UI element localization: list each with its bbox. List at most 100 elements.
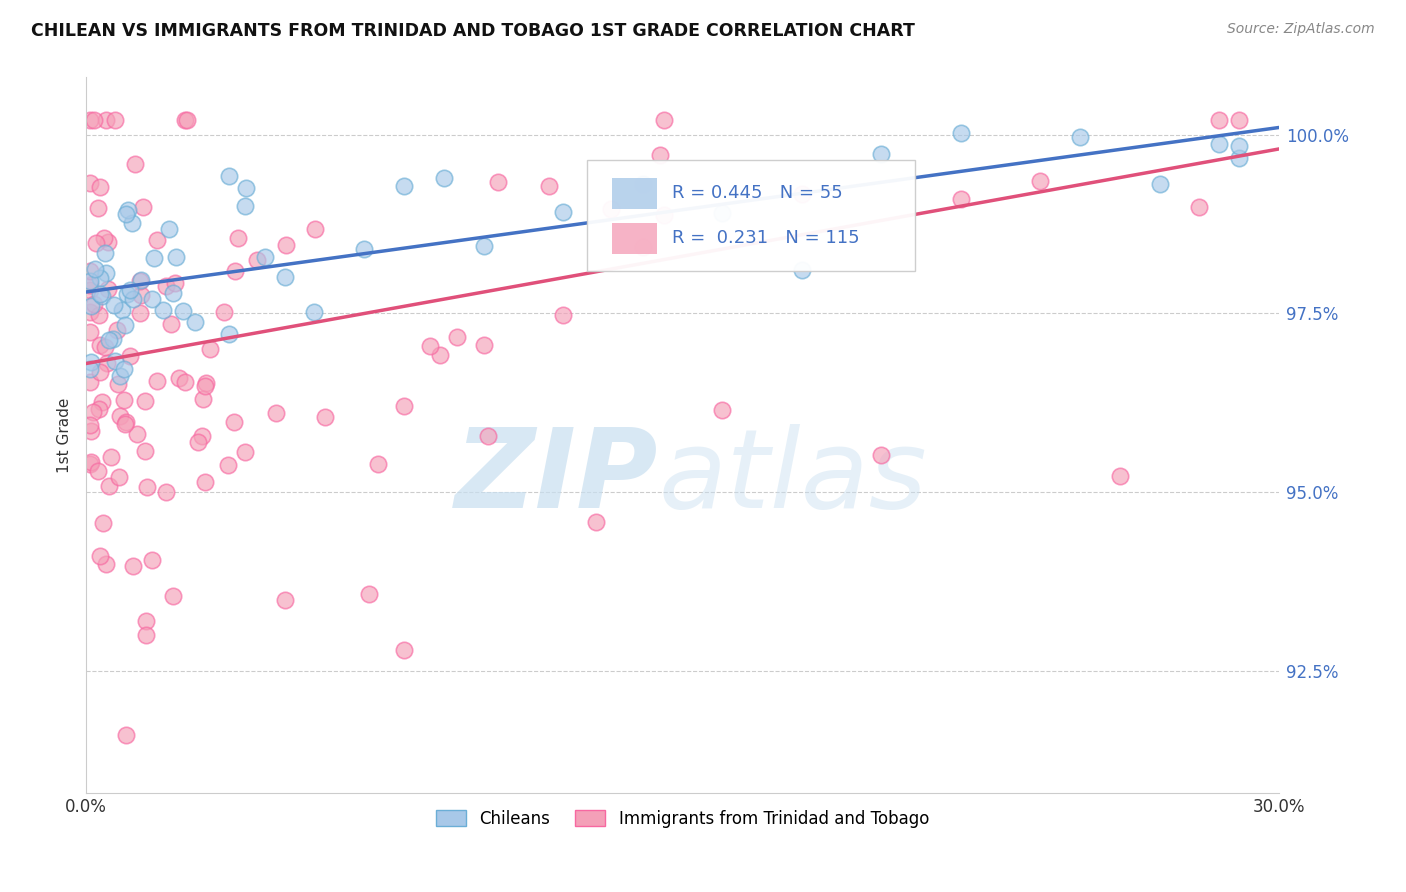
Point [217,458,239,472]
Point [115,415,138,429]
Point [157,222,180,236]
Point [114,318,136,332]
Point [90,394,112,409]
Point [79,264,101,278]
Point [89,549,111,563]
Point [122,292,145,306]
Point [392,642,415,657]
Point [419,339,441,353]
Point [246,253,269,268]
Point [79,325,101,339]
Point [129,273,152,287]
Point [359,587,381,601]
Point [174,113,197,128]
Point [165,250,187,264]
Point [97,235,120,249]
Point [121,216,143,230]
Point [87,464,110,478]
Point [107,377,129,392]
Point [472,239,495,253]
Point [276,238,298,252]
Point [84,235,107,250]
Point [222,415,245,429]
Point [79,375,101,389]
Point [90,288,112,302]
Point [949,126,972,140]
Point [145,374,167,388]
Point [1208,137,1230,152]
Point [108,409,131,423]
Point [80,355,103,369]
Point [367,457,389,471]
Point [146,233,169,247]
Point [83,297,105,311]
Point [233,445,256,459]
Point [353,242,375,256]
Point [600,202,623,216]
Point [172,304,194,318]
Point [392,399,415,413]
Point [631,240,654,254]
Point [134,394,156,409]
Point [79,277,101,292]
Point [110,368,132,383]
Point [80,455,103,469]
Point [176,113,198,128]
Point [472,338,495,352]
Text: R =  0.231   N = 115: R = 0.231 N = 115 [672,229,859,247]
Point [652,208,675,222]
Point [129,274,152,288]
Point [314,409,336,424]
Point [429,348,451,362]
Point [108,470,131,484]
Point [114,417,136,431]
Point [233,199,256,213]
Point [711,205,734,219]
Point [302,305,325,319]
Point [94,557,117,571]
Point [87,201,110,215]
Point [235,181,257,195]
Point [553,205,575,219]
Point [1188,200,1211,214]
Point [173,375,195,389]
Point [488,175,510,189]
Point [585,515,607,529]
Point [135,628,157,642]
Point [104,354,127,368]
Point [79,417,101,432]
Point [433,171,456,186]
Point [112,392,135,407]
Point [83,262,105,277]
Point [790,186,813,201]
Point [89,271,111,285]
Point [141,552,163,566]
Point [194,376,217,391]
Point [1069,130,1091,145]
Point [79,274,101,288]
Legend: Chileans, Immigrants from Trinidad and Tobago: Chileans, Immigrants from Trinidad and T… [429,803,935,834]
Point [790,262,813,277]
Point [87,308,110,322]
Point [194,378,217,392]
Point [155,485,177,500]
Point [105,323,128,337]
Point [218,169,240,183]
Text: Source: ZipAtlas.com: Source: ZipAtlas.com [1227,22,1375,37]
Point [253,250,276,264]
Point [111,302,134,317]
Point [79,458,101,472]
Point [97,333,120,347]
Point [1227,152,1250,166]
Point [93,246,115,260]
Text: R = 0.445   N = 55: R = 0.445 N = 55 [672,185,842,202]
Point [89,180,111,194]
Point [97,478,120,492]
Point [162,589,184,603]
Point [711,402,734,417]
Point [224,263,246,277]
Point [103,333,125,347]
Point [120,283,142,297]
FancyBboxPatch shape [588,160,915,270]
Text: ZIP: ZIP [456,425,658,532]
